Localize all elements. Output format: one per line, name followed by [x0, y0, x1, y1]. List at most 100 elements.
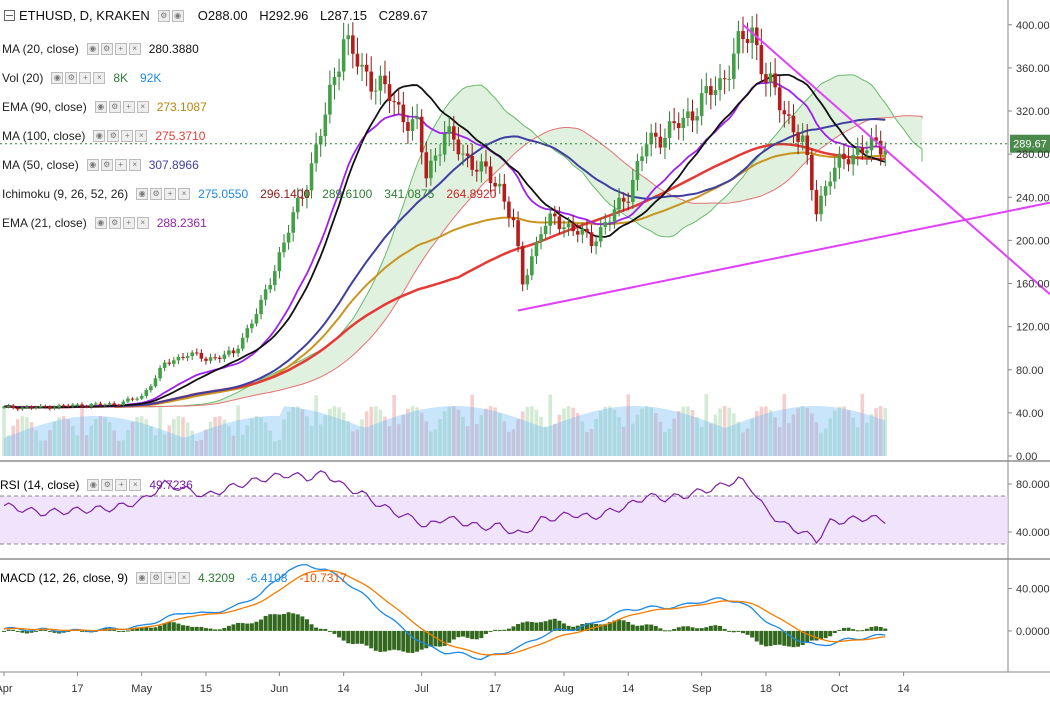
- candle-body: [332, 77, 337, 85]
- volume-bar: [346, 420, 351, 456]
- volume-bar: [787, 423, 791, 456]
- indicator-name[interactable]: MA (20, close): [2, 41, 79, 56]
- candle: [768, 62, 773, 97]
- volume-bar: [479, 414, 484, 456]
- volume-bar: [126, 429, 130, 456]
- macd-histogram-bar: [626, 621, 631, 631]
- price-tick-label: 240.00: [1016, 192, 1050, 204]
- candle: [832, 156, 837, 189]
- macd-tick-label: 40.0000: [1016, 584, 1050, 596]
- volume-bar: [314, 395, 318, 456]
- candle: [11, 403, 15, 410]
- candle: [842, 143, 846, 170]
- time-tick-label: 14: [898, 683, 910, 695]
- rsi-label[interactable]: RSI (14, close): [0, 478, 80, 492]
- candle-body: [832, 167, 837, 182]
- candle: [222, 350, 227, 363]
- macd-histogram-bar: [153, 627, 158, 631]
- indicator-controls[interactable]: ◉ ⚙ + ×: [86, 42, 143, 55]
- candle: [539, 226, 543, 250]
- support-trendline: [517, 201, 1050, 312]
- low-value: L287.15: [320, 8, 368, 23]
- macd-controls[interactable]: ◉ ⚙ + ×: [136, 572, 192, 584]
- macd-signal-line: [3, 569, 886, 656]
- macd-label[interactable]: MACD (12, 26, close, 9): [0, 571, 129, 585]
- indicator-controls[interactable]: ◉ ⚙ + ×: [94, 100, 151, 113]
- volume-bar: [851, 417, 855, 456]
- macd-histogram-bar: [130, 628, 135, 631]
- indicator-name[interactable]: EMA (21, close): [2, 215, 87, 230]
- volume-bar: [144, 419, 149, 456]
- volume-bar: [57, 417, 61, 456]
- volume-bar: [461, 416, 465, 456]
- volume-bar: [364, 411, 369, 456]
- macd-histogram-bar: [483, 630, 488, 634]
- volume-bar: [516, 419, 520, 456]
- time-tick-label: 18: [760, 683, 772, 695]
- macd-histogram-bar: [718, 625, 723, 631]
- indicator-name[interactable]: Ichimoku (9, 26, 52, 26): [2, 186, 129, 201]
- macd-histogram-bar: [456, 630, 461, 638]
- volume-bar: [796, 408, 800, 456]
- volume-bar: [580, 421, 585, 456]
- indicator-controls[interactable]: ◉ ⚙ + ×: [51, 71, 107, 84]
- volume-bar: [167, 425, 172, 456]
- volume-bar: [84, 434, 89, 456]
- macd-histogram-bar: [630, 624, 635, 631]
- candle: [66, 403, 71, 408]
- symbol-label[interactable]: ETHUSD, D, KRAKEN: [19, 8, 150, 23]
- volume-bar: [383, 416, 387, 456]
- candle: [34, 405, 38, 410]
- macd-histogram-bar: [447, 630, 452, 643]
- candle-body: [479, 161, 484, 172]
- time-tick-label: 14: [338, 683, 350, 695]
- candle: [800, 123, 805, 151]
- collapse-icon[interactable]: [4, 10, 15, 21]
- indicator-name[interactable]: MA (50, close): [2, 157, 79, 172]
- volume-bar: [369, 406, 373, 456]
- volume-bar: [139, 416, 144, 456]
- indicator-name[interactable]: EMA (90, close): [2, 99, 87, 114]
- candle: [75, 403, 80, 407]
- macd-histogram-bar: [185, 625, 190, 631]
- price-tick-label: 360.00: [1016, 63, 1050, 75]
- indicator-controls[interactable]: ◉ ⚙ + ×: [93, 129, 149, 142]
- indicator-controls[interactable]: ◉ ⚙ + ×: [94, 216, 151, 229]
- volume-bar: [883, 407, 888, 456]
- indicator-controls[interactable]: ◉ ⚙ + ×: [136, 187, 192, 200]
- series-controls[interactable]: ⚙ ◉: [157, 9, 186, 22]
- indicator-name[interactable]: Vol (20): [2, 70, 44, 85]
- candle: [447, 117, 452, 147]
- macd-histogram-bar: [607, 622, 612, 631]
- candle-body: [401, 104, 406, 123]
- candle-body: [722, 78, 727, 80]
- candle: [474, 160, 479, 182]
- candle: [383, 60, 387, 94]
- volume-bar: [135, 417, 139, 456]
- volume-bar: [61, 416, 66, 456]
- rsi-controls[interactable]: ◉ ⚙ + ×: [87, 479, 143, 491]
- indicator-controls[interactable]: ◉ ⚙ + ×: [86, 158, 143, 171]
- candle: [516, 211, 520, 253]
- candle: [488, 156, 493, 193]
- candle-body: [424, 152, 429, 179]
- candle-body: [828, 181, 832, 187]
- indicator-name[interactable]: MA (100, close): [2, 128, 86, 143]
- macd-histogram-bar: [112, 629, 117, 631]
- candle-body: [709, 86, 713, 95]
- candle: [130, 397, 135, 402]
- candle: [231, 347, 236, 358]
- candle: [571, 214, 575, 237]
- macd-histogram-bar: [125, 630, 130, 632]
- volume-bar: [190, 430, 194, 456]
- candle-body: [351, 35, 355, 54]
- macd-histogram-bar: [800, 630, 805, 645]
- volume-bar: [323, 415, 328, 456]
- indicator-value: 264.8920: [446, 186, 497, 201]
- volume-bar: [865, 423, 869, 456]
- volume-bar: [447, 406, 452, 456]
- candle: [227, 346, 231, 358]
- macd-histogram-bar: [295, 614, 300, 631]
